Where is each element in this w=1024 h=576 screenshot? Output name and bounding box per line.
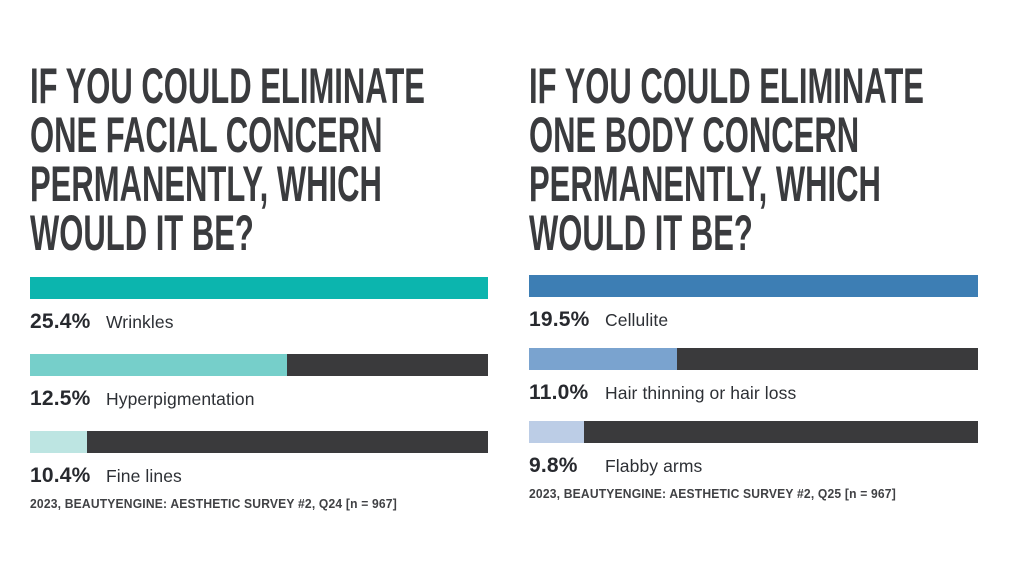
- value-label: 9.8%: [529, 454, 578, 477]
- category-label: Cellulite: [605, 310, 669, 330]
- category-label: Wrinkles: [106, 312, 174, 332]
- bar-label: 19.5% Cellulite: [529, 308, 978, 332]
- category-label: Flabby arms: [605, 456, 703, 476]
- title-line: ONE FACIAL CONCERN: [30, 107, 383, 163]
- title-line: IF YOU COULD ELIMINATE: [529, 58, 924, 114]
- value-label: 10.4%: [30, 464, 91, 487]
- bar-label: 12.5% Hyperpigmentation: [30, 387, 488, 411]
- bar-row: 25.4% Wrinkles: [30, 277, 488, 354]
- bar-row: 11.0% Hair thinning or hair loss: [529, 348, 978, 421]
- title-line: PERMANENTLY, WHICH: [529, 156, 881, 212]
- facial-concern-chart: IF YOU COULD ELIMINATE ONE FACIAL CONCER…: [30, 58, 490, 511]
- bar-label: 11.0% Hair thinning or hair loss: [529, 381, 978, 405]
- title-line: WOULD IT BE?: [529, 205, 753, 261]
- bar-track: [529, 421, 978, 443]
- category-label: Fine lines: [106, 466, 182, 486]
- bar-fill: [529, 275, 978, 297]
- bar-row: 9.8% Flabby arms: [529, 421, 978, 478]
- source-note: 2023, BEAUTYENGINE: AESTHETIC SURVEY #2,…: [529, 486, 896, 501]
- source-note: 2023, BEAUTYENGINE: AESTHETIC SURVEY #2,…: [30, 496, 397, 511]
- bar-label: 9.8% Flabby arms: [529, 454, 978, 478]
- bar-track: [529, 348, 978, 370]
- bar-row: 19.5% Cellulite: [529, 275, 978, 348]
- title-line: PERMANENTLY, WHICH: [30, 156, 382, 212]
- bar-fill: [30, 354, 287, 376]
- bar-fill: [529, 348, 678, 370]
- title-line: ONE BODY CONCERN: [529, 107, 860, 163]
- bar-track: [529, 275, 978, 297]
- body-concern-chart: IF YOU COULD ELIMINATE ONE BODY CONCERN …: [529, 58, 980, 501]
- chart-title: IF YOU COULD ELIMINATE ONE BODY CONCERN …: [529, 58, 980, 261]
- title-line: IF YOU COULD ELIMINATE: [30, 58, 425, 114]
- bar-track: [30, 277, 488, 299]
- bar-label: 10.4% Fine lines: [30, 464, 488, 488]
- bar-row: 12.5% Hyperpigmentation: [30, 354, 488, 431]
- value-label: 25.4%: [30, 310, 91, 333]
- value-label: 12.5%: [30, 387, 91, 410]
- bar-track: [30, 354, 488, 376]
- bar-label: 25.4% Wrinkles: [30, 310, 488, 334]
- title-line: WOULD IT BE?: [30, 205, 254, 261]
- category-label: Hair thinning or hair loss: [605, 383, 797, 403]
- bar-fill: [30, 431, 87, 453]
- bar-fill: [529, 421, 584, 443]
- bar-fill: [30, 277, 488, 299]
- bar-list: 19.5% Cellulite 11.0% Hair thinning or h…: [529, 275, 978, 501]
- value-label: 11.0%: [529, 381, 589, 404]
- chart-title: IF YOU COULD ELIMINATE ONE FACIAL CONCER…: [30, 58, 490, 261]
- value-label: 19.5%: [529, 308, 590, 331]
- bar-list: 25.4% Wrinkles 12.5% Hyperpigmentation 1…: [30, 277, 488, 511]
- bar-row: 10.4% Fine lines: [30, 431, 488, 488]
- category-label: Hyperpigmentation: [106, 389, 255, 409]
- bar-track: [30, 431, 488, 453]
